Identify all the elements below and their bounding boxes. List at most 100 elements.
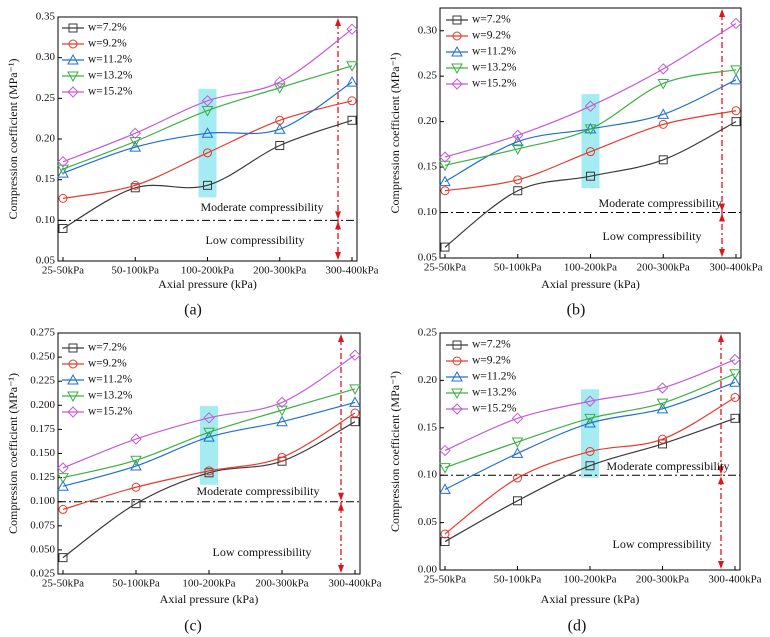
marker	[130, 433, 142, 445]
y-tick-label: 0.15	[418, 161, 438, 173]
marker	[657, 78, 670, 90]
y-tick-label: 0.15	[418, 421, 438, 433]
arrow-head	[719, 203, 725, 212]
marker	[730, 413, 740, 423]
legend-label: w=7.2%	[472, 339, 511, 351]
legend-marker	[67, 53, 79, 65]
marker	[440, 186, 450, 196]
series-line	[62, 81, 353, 174]
x-tick-label: 300-400kPa	[325, 265, 378, 277]
legend-marker	[452, 15, 462, 25]
marker	[731, 117, 741, 127]
marker	[658, 119, 668, 129]
marker	[657, 108, 670, 119]
arrow-head	[719, 249, 725, 257]
legend-label: w=15.2%	[88, 86, 133, 98]
legend-label: w=9.2%	[472, 355, 511, 367]
arrow-head	[338, 502, 344, 511]
legend-marker	[67, 406, 79, 418]
arrow-head	[335, 221, 341, 230]
marker	[439, 160, 451, 172]
marker	[730, 65, 742, 76]
marker	[58, 193, 68, 203]
legend-label: w=15.2%	[472, 78, 517, 90]
y-tick-label: 0.25	[418, 70, 438, 82]
legend-marker	[67, 86, 79, 98]
annotation: Moderate compressibility	[607, 459, 730, 473]
marker	[201, 95, 214, 107]
marker	[512, 129, 524, 141]
marker	[656, 382, 669, 394]
legend-label: w=11.2%	[472, 46, 516, 58]
series-line	[444, 396, 736, 535]
x-axis-label: Axial pressure (kPa)	[158, 277, 257, 291]
marker	[513, 175, 523, 185]
annotation: Moderate compressibility	[599, 196, 722, 210]
y-tick-label: 0.05	[418, 252, 438, 264]
legend-marker	[68, 39, 78, 49]
marker	[584, 100, 597, 112]
marker	[731, 106, 741, 116]
y-tick-label: 0.25	[418, 327, 438, 339]
x-tick-label: 200-300kPa	[637, 262, 690, 274]
legend-label: w=9.2%	[88, 358, 127, 370]
x-tick-label: 50-100kPa	[111, 265, 159, 277]
marker	[511, 144, 524, 155]
x-tick-label: 200-300kPa	[636, 574, 689, 586]
marker	[350, 408, 360, 418]
legend-marker	[67, 391, 79, 403]
x-tick-label: 25-50kPa	[42, 578, 84, 590]
marker	[513, 496, 522, 506]
marker	[274, 76, 286, 88]
marker	[658, 434, 667, 444]
marker	[349, 396, 361, 407]
marker	[130, 460, 142, 471]
x-tick-label: 100-200kPa	[181, 265, 234, 277]
arrow-head	[335, 211, 341, 220]
marker	[584, 417, 596, 428]
arrow-head	[719, 9, 725, 17]
arrow-head	[718, 476, 724, 485]
legend-marker	[67, 71, 79, 83]
marker	[57, 156, 69, 168]
marker	[57, 164, 69, 176]
marker	[658, 439, 667, 449]
series-line	[62, 65, 353, 170]
legend-label: w=13.2%	[472, 387, 517, 399]
series-line	[62, 412, 356, 510]
y-tick-label: 0.10	[418, 469, 438, 481]
marker	[730, 392, 740, 402]
marker	[656, 402, 669, 414]
y-tick-label: 0.35	[36, 11, 56, 23]
y-tick-label: 0.150	[30, 447, 55, 459]
arrow-head	[335, 18, 341, 26]
marker	[276, 396, 288, 409]
marker	[584, 413, 596, 425]
marker	[511, 412, 524, 425]
marker	[131, 482, 141, 492]
marker	[511, 447, 524, 458]
marker	[439, 463, 451, 474]
y-tick-label: 0.20	[418, 374, 438, 386]
y-axis-label: Compression coefficient (MPa⁻¹)	[6, 373, 20, 534]
panel-label: (a)	[184, 302, 202, 319]
annotation: Moderate compressibility	[201, 200, 324, 214]
marker	[730, 17, 742, 30]
highlight-box	[581, 94, 600, 189]
marker	[350, 417, 360, 427]
marker	[273, 123, 286, 134]
arrow-head	[338, 565, 344, 573]
series-line	[444, 373, 736, 469]
x-tick-label: 100-200kPa	[563, 574, 616, 586]
marker	[585, 461, 595, 471]
y-tick-label: 0.050	[30, 543, 55, 555]
y-tick-label: 0.100	[30, 495, 55, 507]
marker	[201, 127, 214, 138]
y-tick-label: 0.20	[36, 133, 56, 145]
legend-marker	[451, 388, 463, 400]
legend-label: w=9.2%	[472, 30, 511, 42]
x-tick-label: 50-100kPa	[112, 578, 160, 590]
series-line	[444, 358, 736, 452]
legend-label: w=13.2%	[88, 390, 133, 402]
